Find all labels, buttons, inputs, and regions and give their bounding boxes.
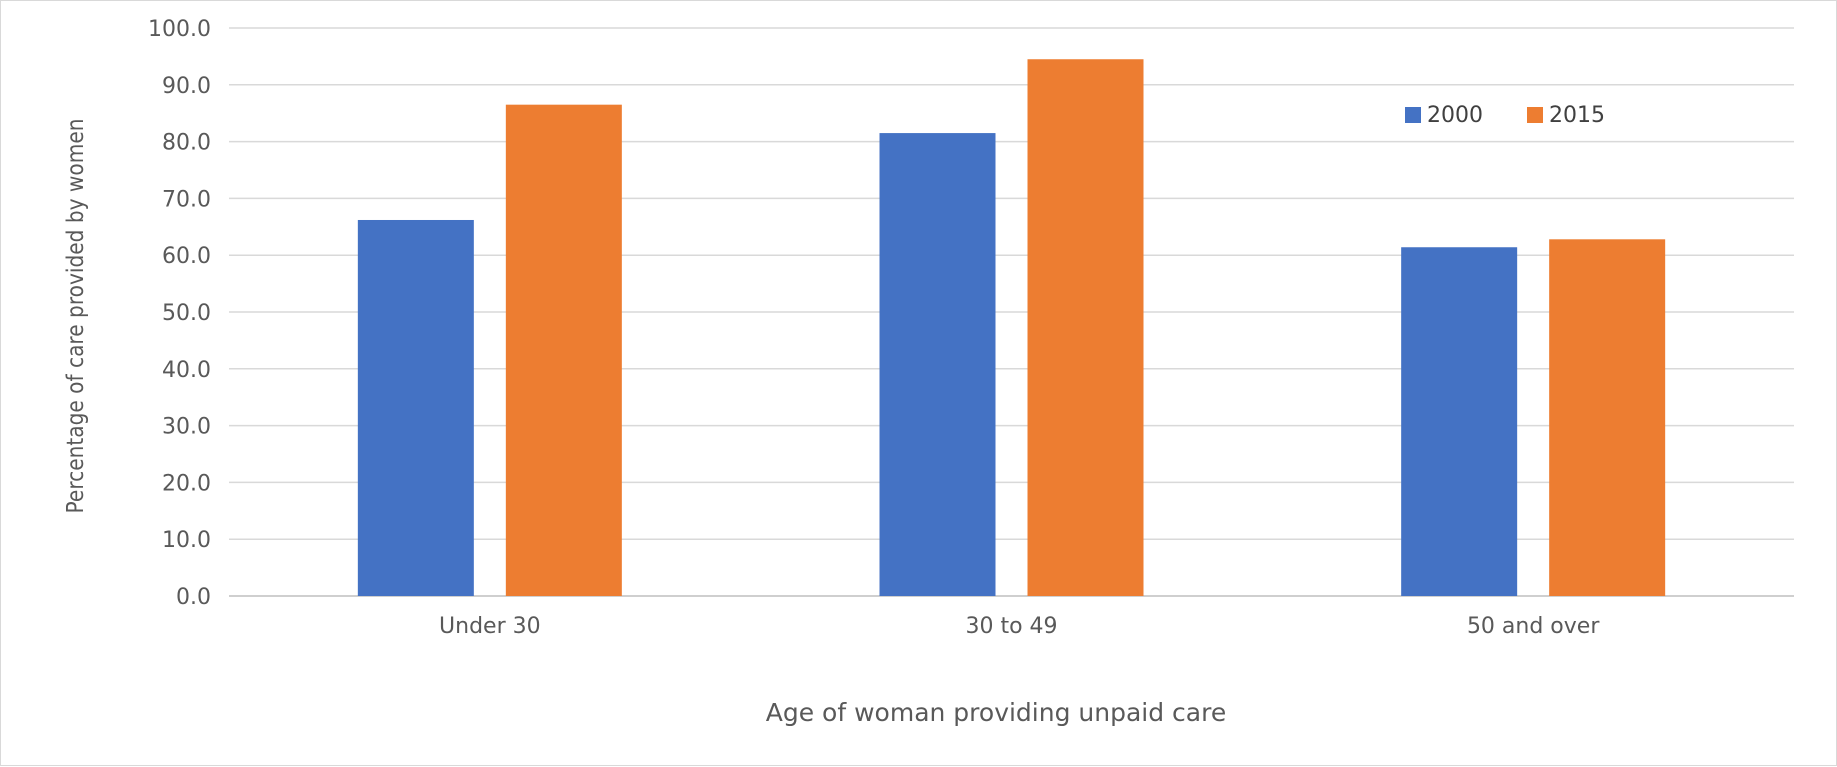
x-tick-label: Under 30: [439, 614, 541, 639]
y-tick-label: 0.0: [176, 585, 211, 610]
y-tick-label: 60.0: [162, 244, 211, 269]
y-tick-label: 50.0: [162, 301, 211, 326]
y-tick-label: 70.0: [162, 187, 211, 212]
bar-2000-50-and-over: [1401, 247, 1518, 597]
legend-swatch-2000: [1405, 107, 1421, 123]
bar-2015-30-to-49: [1027, 59, 1144, 597]
legend: 2000 2015: [1405, 103, 1605, 128]
y-tick-label: 10.0: [162, 528, 211, 553]
bar-2000-30-to-49: [879, 133, 996, 596]
x-axis-tick-labels: Under 30 30 to 49 50 and over: [439, 614, 1600, 639]
y-tick-label: 20.0: [162, 471, 211, 496]
y-tick-label: 40.0: [162, 358, 211, 383]
bar-2000-under-30: [357, 219, 474, 596]
legend-label-2000: 2000: [1427, 103, 1483, 128]
y-axis-title: Percentage of care provided by women: [63, 119, 89, 514]
y-axis-tick-labels: 0.0 10.0 20.0 30.0 40.0 50.0 60.0 70.0 80.0 90.0 1…: [148, 17, 211, 610]
bar-2015-under-30: [505, 104, 622, 597]
bar-2015-50-and-over: [1549, 239, 1666, 596]
legend-swatch-2015: [1527, 107, 1543, 123]
x-axis-title: Age of woman providing unpaid care: [766, 698, 1226, 727]
bars: [357, 59, 1666, 597]
y-tick-label: 80.0: [162, 131, 211, 156]
x-tick-label: 30 to 49: [965, 614, 1057, 639]
gridlines: [229, 27, 1794, 597]
y-tick-label: 90.0: [162, 74, 211, 99]
legend-label-2015: 2015: [1549, 103, 1605, 128]
y-tick-label: 30.0: [162, 415, 211, 440]
x-tick-label: 50 and over: [1467, 614, 1600, 639]
y-tick-label: 100.0: [148, 17, 211, 42]
